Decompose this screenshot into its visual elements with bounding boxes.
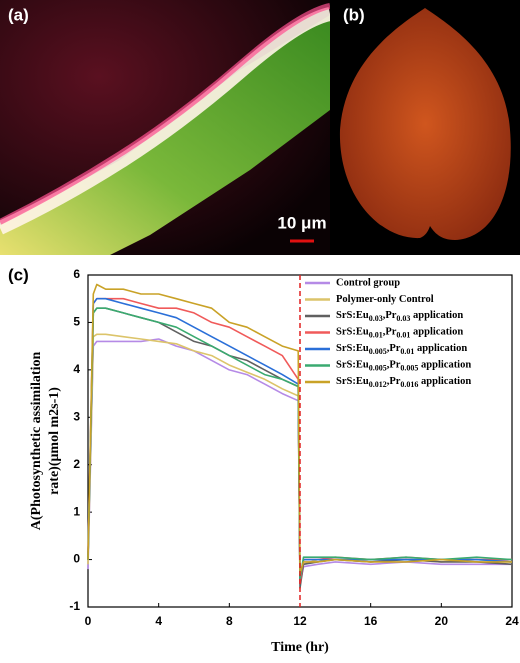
y-tick-label: 5 [73,315,80,329]
panel-label: (a) [8,5,29,24]
legend-label: Polymer-only Control [336,294,434,305]
legend-label: SrS:Eu0.005,Pr0.005 application [336,360,471,372]
leaf [339,8,511,240]
y-tick-label: 2 [73,457,80,471]
legend-label: SrS:Eu0.005,Pr0.01 application [336,343,467,355]
x-tick-label: 12 [293,614,307,628]
x-tick-label: 4 [155,614,162,628]
legend-label: SrS:Eu0.03,Pr0.03 application [336,310,463,322]
panel-label: (b) [343,5,365,24]
series-line [87,283,512,575]
y-axis-title: rate)(μmol m2s-1) [47,387,62,495]
x-tick-label: 0 [85,614,92,628]
y-tick-label: 0 [73,552,80,566]
panel-label: (c) [8,265,29,284]
x-tick-label: 16 [364,614,378,628]
x-tick-label: 20 [435,614,449,628]
series-line [87,307,513,580]
y-tick-label: -1 [69,599,80,613]
tissue-edge-glow [0,3,331,225]
y-axis-title: A(Photosynthetic assimilation [29,352,44,531]
y-tick-label: 6 [73,267,80,281]
y-tick-label: 1 [73,504,80,518]
tissue-edge [0,7,332,235]
legend-label: Control group [336,277,400,288]
x-axis-title: Time (hr) [271,640,329,655]
legend-label: SrS:Eu0.01,Pr0.01 application [336,327,463,339]
y-tick-label: 3 [73,409,80,423]
y-tick-label: 4 [73,362,80,376]
x-tick-label: 8 [226,614,233,628]
legend-label: SrS:Eu0.012,Pr0.016 application [336,376,471,388]
series-line [87,338,512,585]
scale-label: 10 μm [277,213,326,232]
x-tick-label: 24 [505,614,519,628]
